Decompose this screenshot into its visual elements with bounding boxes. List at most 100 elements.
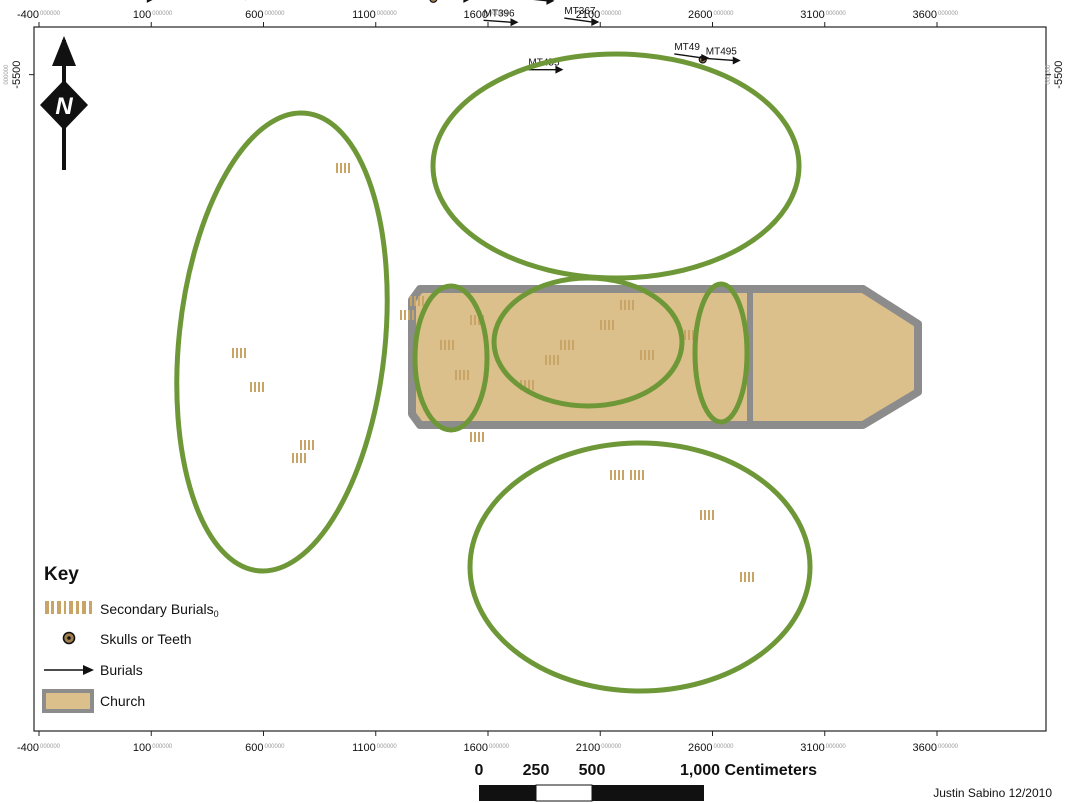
church-swatch bbox=[42, 689, 94, 713]
y-tick-label-right: -5500 bbox=[1053, 61, 1065, 89]
x-tick-suffix-top: 000000 bbox=[40, 11, 61, 17]
burial-arrow-head bbox=[546, 0, 555, 5]
secondary-burial-mark bbox=[410, 296, 412, 306]
secondary-burial-mark bbox=[545, 355, 547, 365]
cluster-ellipse-north bbox=[430, 51, 802, 281]
secondary-burial-mark bbox=[610, 470, 612, 480]
secondary-burial-mark bbox=[612, 320, 614, 330]
secondary-burial-mark bbox=[648, 350, 650, 360]
burial-arrow-shaft bbox=[674, 53, 703, 59]
x-tick-label-bottom: -400 bbox=[17, 742, 39, 754]
scale-label-0: 0 bbox=[475, 762, 484, 779]
north-arrow-icon: N bbox=[40, 36, 88, 170]
secondary-burial-mark bbox=[549, 355, 551, 365]
x-tick-suffix-top: 000000 bbox=[826, 11, 847, 17]
x-tick-label-top: 1100 bbox=[352, 9, 376, 21]
cluster-ellipses bbox=[174, 51, 813, 694]
burial-arrow-head bbox=[591, 18, 600, 27]
secondary-burial-mark bbox=[572, 340, 574, 350]
burial-arrow-shaft bbox=[564, 17, 593, 23]
secondary-burial-mark bbox=[568, 340, 570, 350]
secondary-burial-mark bbox=[638, 470, 640, 480]
x-tick-suffix-bottom: 000000 bbox=[938, 744, 959, 750]
burial-mt450: MT450 bbox=[429, 0, 470, 3]
secondary-burial-mark bbox=[688, 330, 690, 340]
burial-mt367: MT367 bbox=[564, 6, 600, 27]
secondary-burial-mark bbox=[262, 382, 264, 392]
secondary-burial-mark bbox=[448, 340, 450, 350]
burial-label: MT495 bbox=[706, 46, 738, 57]
key-label-secondary-burials: Secondary Burials0 bbox=[100, 601, 219, 619]
secondary-burial-mark bbox=[642, 470, 644, 480]
x-tick-label-bottom: 1100 bbox=[352, 742, 376, 754]
secondary-burial-mark bbox=[296, 453, 298, 463]
secondary-burial-mark bbox=[340, 163, 342, 173]
secondary-burial-mark bbox=[600, 320, 602, 330]
secondary-burial-mark bbox=[412, 310, 414, 320]
secondary-burial-mark bbox=[336, 163, 338, 173]
secondary-burial-mark bbox=[236, 348, 238, 358]
secondary-burial-mark bbox=[292, 453, 294, 463]
secondary-burial-mark bbox=[708, 510, 710, 520]
x-tick-label-top: -400 bbox=[17, 9, 39, 21]
skull-dot-icon bbox=[62, 631, 76, 645]
secondary-burial-mark bbox=[632, 300, 634, 310]
secondary-burial-mark bbox=[452, 340, 454, 350]
cluster-ellipse-nave-west bbox=[412, 283, 490, 433]
secondary-burial-mark bbox=[418, 296, 420, 306]
secondary-burial-mark bbox=[532, 380, 534, 390]
secondary-burial-mark bbox=[564, 340, 566, 350]
x-tick-suffix-bottom: 000000 bbox=[265, 744, 286, 750]
secondary-burial-mark bbox=[482, 432, 484, 442]
secondary-burial-mark bbox=[474, 432, 476, 442]
secondary-burial-mark bbox=[553, 355, 555, 365]
secondary-burial-mark bbox=[652, 350, 654, 360]
secondary-burial-mark bbox=[459, 370, 461, 380]
cluster-ellipse-south bbox=[467, 440, 813, 694]
secondary-burial-swatch bbox=[44, 601, 94, 614]
secondary-burial-mark bbox=[312, 440, 314, 450]
burial-arrow-head bbox=[732, 56, 741, 65]
burial-mt49: MT49 bbox=[674, 42, 710, 62]
x-tick-suffix-top: 000000 bbox=[601, 11, 622, 17]
y-tick-label-left: -5500 bbox=[11, 61, 23, 89]
secondary-burial-mark bbox=[308, 440, 310, 450]
secondary-burial-mark bbox=[712, 510, 714, 520]
cluster-ellipse-nave-center bbox=[491, 275, 685, 409]
x-tick-label-top: 1600 bbox=[464, 9, 488, 21]
svg-text:N: N bbox=[55, 93, 73, 120]
secondary-burial-mark bbox=[304, 440, 306, 450]
x-tick-suffix-bottom: 000000 bbox=[489, 744, 510, 750]
secondary-burial-mark bbox=[640, 350, 642, 360]
secondary-burial-mark bbox=[618, 470, 620, 480]
x-tick-label-bottom: 1600 bbox=[464, 742, 488, 754]
secondary-burial-mark bbox=[404, 310, 406, 320]
secondary-burial-mark bbox=[300, 440, 302, 450]
secondary-burial-mark bbox=[478, 315, 480, 325]
secondary-burial-mark bbox=[344, 163, 346, 173]
x-tick-suffix-bottom: 000000 bbox=[826, 744, 847, 750]
x-tick-label-bottom: 600 bbox=[245, 742, 263, 754]
x-tick-label-bottom: 100 bbox=[133, 742, 151, 754]
secondary-burial-mark bbox=[634, 470, 636, 480]
secondary-burial-mark bbox=[463, 370, 465, 380]
x-tick-suffix-top: 000000 bbox=[265, 11, 286, 17]
x-tick-label-top: 3600 bbox=[913, 9, 937, 21]
burial-mt52: MT52 bbox=[146, 0, 153, 3]
secondary-burial-mark bbox=[740, 572, 742, 582]
secondary-burial-mark bbox=[692, 330, 694, 340]
key-label-church: Church bbox=[100, 693, 145, 709]
burial-arrow-head bbox=[510, 18, 519, 27]
x-tick-suffix-top: 000000 bbox=[489, 11, 510, 17]
x-tick-label-bottom: 3100 bbox=[800, 742, 824, 754]
key-label-burials: Burials bbox=[100, 662, 143, 678]
cluster-ellipse-nave-east bbox=[692, 281, 750, 425]
secondary-burial-mark bbox=[250, 382, 252, 392]
secondary-burial-mark bbox=[620, 300, 622, 310]
secondary-burial-mark bbox=[348, 163, 350, 173]
burial-arrow-head bbox=[555, 65, 564, 74]
map-credit: Justin Sabino 12/2010 bbox=[933, 786, 1052, 800]
secondary-burial-mark bbox=[240, 348, 242, 358]
secondary-burial-mark bbox=[232, 348, 234, 358]
secondary-burial-mark bbox=[608, 320, 610, 330]
